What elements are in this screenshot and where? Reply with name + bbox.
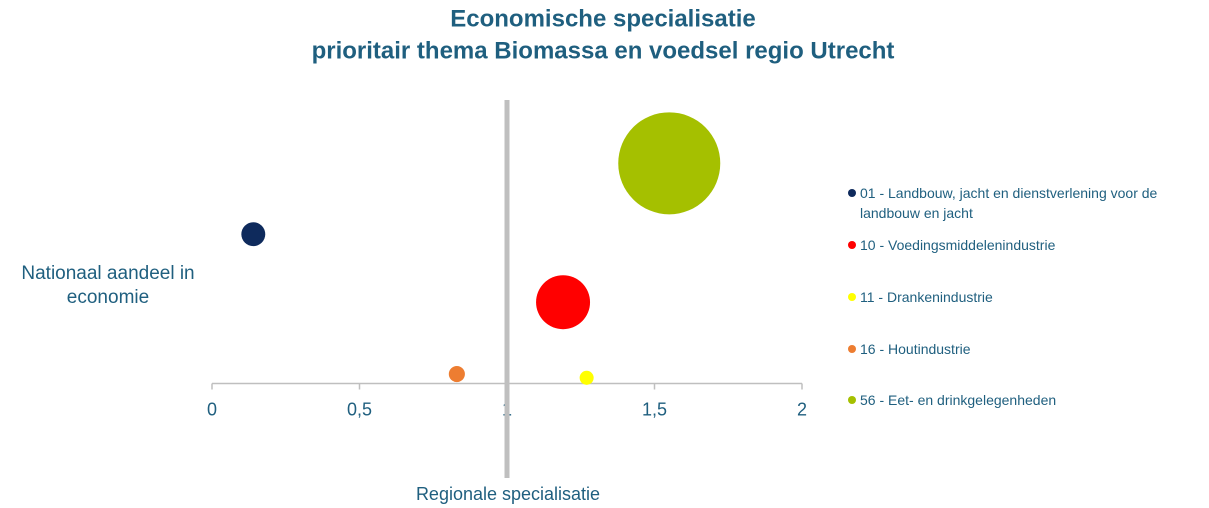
y-axis-label-box: Nationaal aandeel in economie: [21, 263, 195, 308]
x-tick-label: 1,5: [642, 399, 667, 419]
bubble: [618, 112, 721, 215]
legend-item: 11 - Drankenindustrie: [848, 287, 1206, 307]
legend-marker: [848, 293, 856, 301]
x-tick-label: 0: [207, 399, 217, 419]
legend-label: 10 - Voedingsmiddelenindustrie: [860, 237, 1056, 253]
legend-label: 56 - Eet- en drinkgelegenheden: [860, 392, 1057, 408]
legend-item: 01 - Landbouw, jacht en dienstverlening …: [848, 183, 1206, 223]
x-tick-label: 2: [797, 399, 807, 419]
legend-item: 10 - Voedingsmiddelenindustrie: [848, 235, 1206, 255]
legend-label: 16 - Houtindustrie: [860, 341, 971, 357]
legend-item: 56 - Eet- en drinkgelegenheden: [848, 390, 1206, 410]
legend-marker: [848, 241, 856, 249]
chart-title: Economische specialisatie: [450, 5, 755, 32]
bubble: [579, 370, 594, 385]
y-axis-label: Nationaal aandeel in economie: [21, 263, 195, 308]
bubble: [536, 275, 591, 330]
bubble: [241, 222, 266, 247]
x-axis-label: Regionale specialisatie: [416, 484, 600, 504]
bubble: [448, 365, 465, 383]
chart-subtitle: prioritair thema Biomassa en voedsel reg…: [312, 37, 895, 64]
legend-marker: [848, 396, 856, 404]
legend-item: 16 - Houtindustrie: [848, 339, 1206, 359]
legend-marker: [848, 345, 856, 353]
legend-label: 01 - Landbouw, jacht en dienstverlening …: [860, 185, 1158, 221]
x-tick-label: 0,5: [347, 399, 372, 419]
legend-marker: [848, 189, 856, 197]
legend-label: 11 - Drankenindustrie: [860, 289, 993, 305]
